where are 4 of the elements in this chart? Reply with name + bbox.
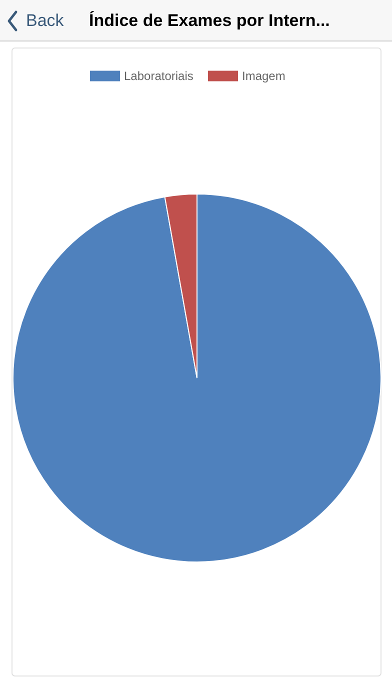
legend-label: Laboratoriais bbox=[124, 69, 194, 83]
text: Back bbox=[26, 11, 64, 30]
chart-title: Índice de Exames por Intern... bbox=[89, 10, 330, 30]
legend-label: Imagem bbox=[242, 69, 286, 83]
